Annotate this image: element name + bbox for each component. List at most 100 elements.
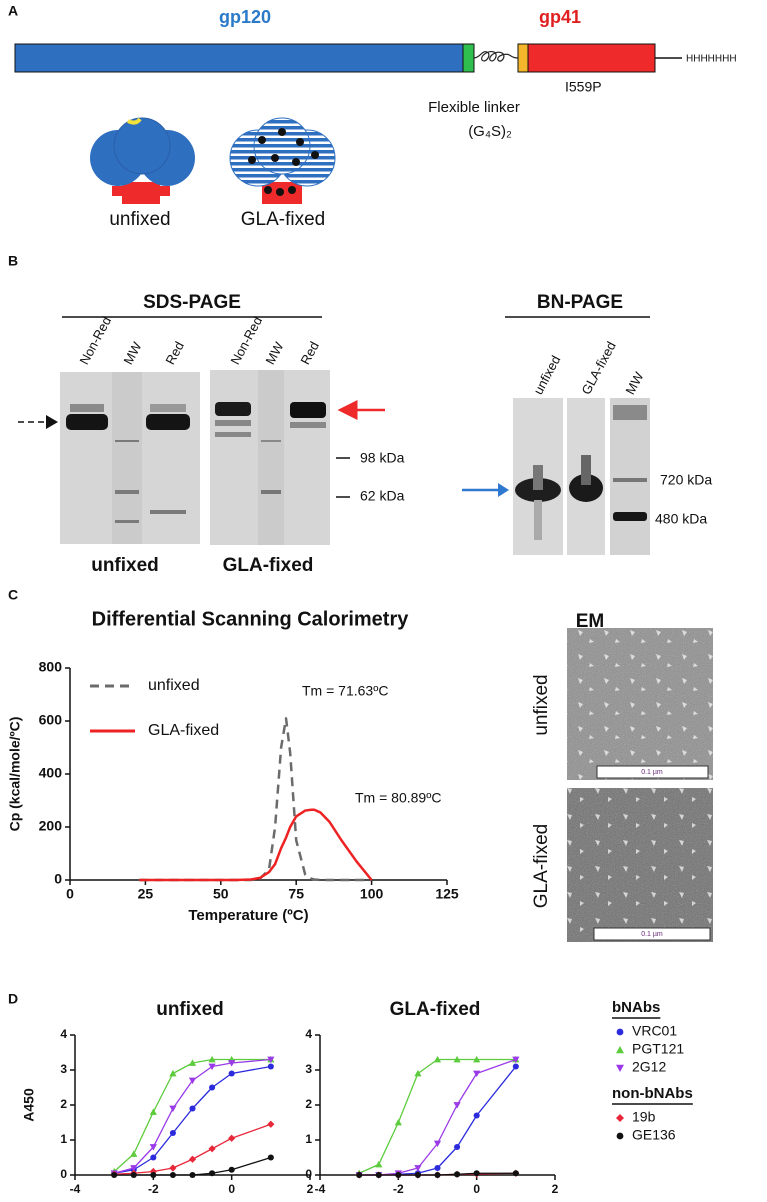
annotation: Tm = 80.89ºC (355, 790, 441, 806)
data-point (454, 1171, 461, 1178)
data-point (169, 1164, 177, 1172)
legend-label: 19b (632, 1109, 656, 1125)
data-point (149, 1144, 157, 1151)
data-point (130, 1171, 137, 1179)
data-point (434, 1171, 441, 1179)
data-point (433, 1140, 442, 1148)
data-point (454, 1143, 461, 1151)
panel-label: B (8, 253, 18, 269)
y-tick-label: 2 (60, 1097, 67, 1111)
em-label: unfixed (531, 674, 552, 735)
mw-marker: 480 kDa (655, 511, 707, 527)
data-point (395, 1171, 402, 1179)
x-tick-label: 50 (213, 886, 229, 902)
gel-label: unfixed (91, 555, 159, 576)
y-axis-label: Cp (kcal/mole/ºC) (7, 717, 23, 832)
y-tick-label: 2 (305, 1097, 312, 1111)
panel-label: D (8, 991, 18, 1007)
lane-label: MW (622, 369, 646, 397)
data-point (512, 1063, 519, 1070)
bn-gel (513, 398, 650, 555)
data-point (453, 1102, 461, 1109)
gp41-domain (527, 43, 656, 73)
series-line (113, 1058, 271, 1174)
data-point (150, 1154, 157, 1161)
yellow-segment (517, 43, 529, 73)
em-label: GLA-fixed (531, 824, 552, 908)
legend-marker (616, 1132, 624, 1140)
y-tick-label: 1 (60, 1132, 67, 1146)
data-point (512, 1056, 520, 1064)
legend-marker (616, 1064, 624, 1072)
data-point (356, 1171, 363, 1179)
data-point (188, 1059, 197, 1066)
data-point (208, 1145, 216, 1153)
panel-label: C (8, 587, 18, 603)
data-point (169, 1069, 177, 1077)
data-point (267, 1120, 275, 1128)
x-tick-label: 125 (435, 886, 459, 902)
data-point (189, 1171, 196, 1179)
legend-group: bNAbs (612, 999, 660, 1016)
data-point (208, 1055, 216, 1063)
lane-label: MW (120, 339, 144, 367)
annotation: Tm = 71.63ºC (302, 683, 388, 699)
x-tick-label: 0 (66, 886, 74, 902)
legend-marker (616, 1046, 624, 1054)
x-axis-label: Temperature (ºC) (188, 907, 308, 924)
lane-label: GLA-fixed (578, 339, 618, 397)
arrow-head (498, 483, 509, 497)
lane-label: Red (162, 339, 186, 367)
data-point (169, 1171, 176, 1179)
data-point (414, 1165, 422, 1172)
bn-title: BN-PAGE (537, 292, 623, 313)
y-tick-label: 0 (60, 1167, 67, 1181)
x-tick-label: 0 (473, 1182, 480, 1196)
gel-label: GLA-fixed (223, 555, 314, 576)
data-point (130, 1165, 138, 1172)
legend-marker (616, 1028, 624, 1036)
legend-label: unfixed (148, 677, 200, 694)
em-image (567, 788, 713, 942)
mw-marker: 98 kDa (360, 450, 405, 466)
data-point (434, 1164, 441, 1172)
series-line (113, 1058, 271, 1172)
linker-formula: (G₄S)₂ (468, 123, 512, 140)
data-point (414, 1171, 421, 1179)
chart-title: unfixed (156, 999, 224, 1020)
data-point (188, 1155, 197, 1163)
y-tick-label: 400 (39, 765, 63, 781)
data-point (169, 1129, 176, 1137)
em-title: EM (576, 611, 605, 632)
his-tag: HHHHHHH (686, 54, 737, 65)
series-line (359, 1066, 517, 1176)
x-tick-label: 25 (138, 886, 154, 902)
panel-label: A (8, 3, 18, 19)
series-line (359, 1058, 517, 1176)
green-segment (462, 43, 475, 73)
lane-label: MW (262, 339, 286, 367)
legend-group: non-bNAbs (612, 1085, 693, 1102)
series-line (114, 1156, 272, 1176)
y-tick-label: 1 (305, 1132, 312, 1146)
y-tick-label: 0 (54, 871, 62, 887)
fixed-trimer (229, 117, 336, 204)
data-point (130, 1150, 138, 1157)
legend-marker (616, 1114, 624, 1122)
x-tick-label: 2 (552, 1182, 559, 1196)
data-point (188, 1077, 197, 1085)
data-point (208, 1063, 216, 1071)
y-tick-label: 600 (39, 712, 63, 728)
lane-label: unfixed (530, 353, 563, 397)
lane-label: Non-Red (227, 314, 265, 367)
linker-label: Flexible linker (428, 99, 520, 116)
data-point (473, 1112, 480, 1119)
legend-label: 2G12 (632, 1059, 666, 1075)
x-tick-label: 0 (228, 1182, 235, 1196)
scale-bar-label: 0.1 µm (641, 931, 663, 938)
gp120-label: gp120 (219, 7, 271, 27)
lane-label: Red (297, 339, 321, 367)
x-tick-label: -2 (393, 1182, 404, 1196)
legend-label: VRC01 (632, 1023, 677, 1039)
